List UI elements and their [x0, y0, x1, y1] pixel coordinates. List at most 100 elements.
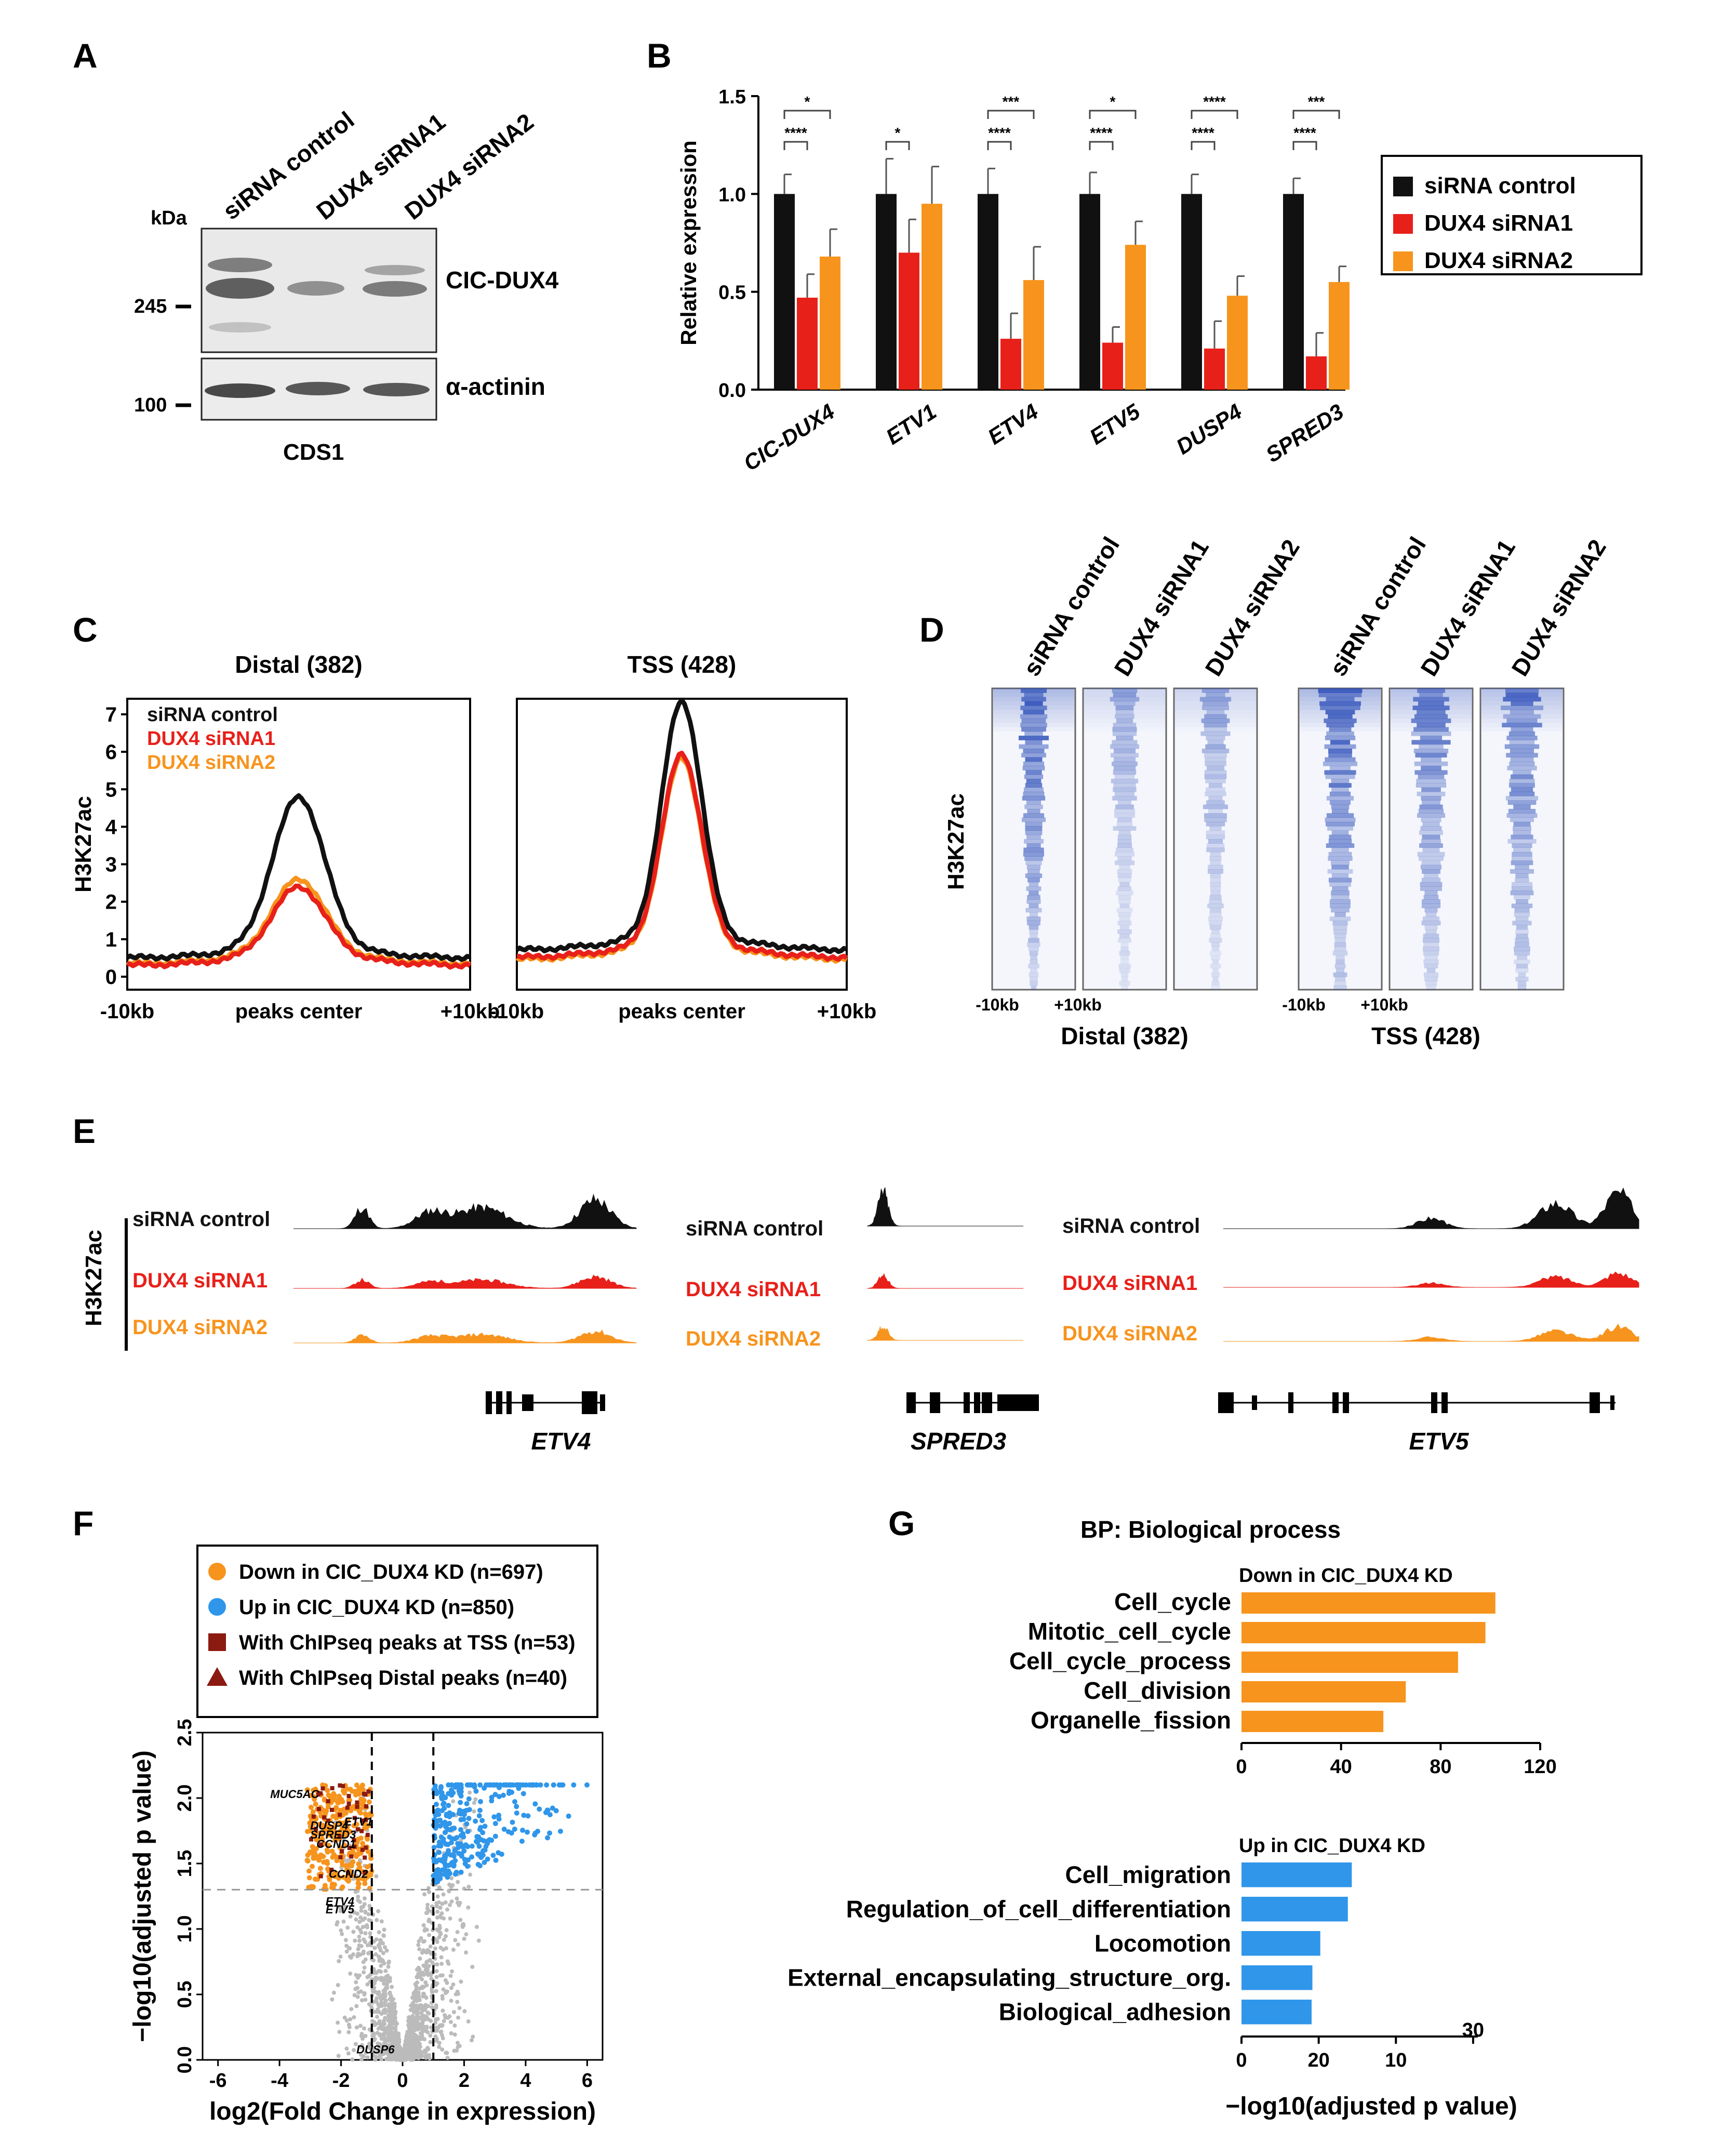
d-heatmap-row	[1121, 985, 1128, 990]
d-heatmap-row	[1510, 710, 1534, 715]
f-point-up	[450, 1852, 456, 1858]
d-heatmap-row	[1505, 796, 1539, 801]
f-point-ns	[386, 1964, 391, 1969]
panel-a: A siRNA control DUX4 siRNA1 DUX4 siRNA2 …	[73, 36, 559, 465]
f-point-ns	[372, 1946, 377, 1950]
d-heatmap-row	[1412, 706, 1450, 710]
d-heatmap-top-row	[1300, 706, 1381, 710]
f-point-ns	[362, 1970, 366, 1975]
f-point-ns	[471, 2034, 475, 2039]
d-heatmap-row	[1419, 830, 1444, 835]
b-legend-box	[1381, 155, 1643, 275]
f-point-ns	[388, 1997, 392, 2002]
f-point-up	[458, 1800, 463, 1805]
f-point-ns	[344, 2018, 349, 2023]
f-point-ns	[410, 2006, 415, 2011]
f-point-ns	[346, 2030, 351, 2034]
d-heatmap-row	[1328, 753, 1352, 758]
d-heatmap-row	[1208, 783, 1223, 788]
e-gene-exon	[1288, 1392, 1293, 1413]
f-point-up	[485, 1856, 490, 1862]
f-point-ns	[417, 1947, 422, 1951]
g-bar	[1241, 1711, 1384, 1733]
f-point-down	[356, 1861, 362, 1867]
d-heatmap-row	[1209, 826, 1222, 831]
f-point-ns	[346, 2022, 351, 2027]
f-point-up	[547, 1812, 553, 1817]
g-bar	[1241, 1862, 1352, 1887]
e-gene-exon	[1252, 1395, 1257, 1410]
d-heatmap-row	[1420, 886, 1442, 891]
f-point-up	[516, 1786, 522, 1791]
d-heatmap-row	[1206, 710, 1225, 715]
f-point-up	[547, 1830, 552, 1836]
d-heatmap-row	[1423, 951, 1439, 956]
f-point-ns	[391, 1997, 396, 2002]
b-bar	[1023, 280, 1044, 390]
g-category-label: Cell_migration	[1065, 1861, 1231, 1888]
d-heatmap-row	[1210, 985, 1221, 990]
f-point-ns	[443, 1978, 448, 1982]
f-point-tss	[355, 1827, 360, 1832]
band-label-cic-dux4: CIC-DUX4	[446, 267, 559, 294]
d-heatmap-row	[1415, 753, 1447, 758]
g-category-label: Cell_cycle	[1114, 1588, 1231, 1615]
band-nonspecific	[209, 322, 271, 332]
f-point-up	[452, 1858, 458, 1864]
panel-c: C Distal (382) 0 1 2 3 4 5 6 7 H3K27ac -10kb peaks …	[71, 610, 876, 1023]
f-point-ns	[365, 2055, 370, 2060]
d-heatmap-row	[1425, 912, 1437, 917]
f-point-up	[551, 1782, 556, 1788]
f-point-up	[443, 1863, 448, 1869]
f-point-tss	[349, 1854, 354, 1859]
f-point-ns	[452, 2023, 457, 2028]
e-gene-exon	[522, 1394, 533, 1411]
f-point-ns	[359, 1905, 364, 1910]
d-heatmap-row	[1025, 821, 1043, 827]
d-heatmap-row	[1418, 856, 1444, 861]
f-point-down	[319, 1836, 325, 1842]
f-point-down	[356, 1851, 362, 1857]
d-heatmap-row	[1513, 847, 1531, 853]
f-point-down	[368, 1872, 373, 1878]
d-heatmap-row	[1501, 706, 1543, 710]
f-point-ns	[464, 1950, 469, 1955]
d-heatmap-top-row	[1481, 697, 1563, 701]
f-point-ns	[377, 1990, 381, 1994]
d-heatmap-top-row	[1391, 701, 1472, 706]
b-bar	[1181, 194, 1202, 390]
f-point-down	[328, 1829, 333, 1835]
f-point-ns	[383, 1998, 388, 2003]
d-heatmap-row	[1328, 749, 1353, 753]
b-bar	[1079, 194, 1100, 390]
d-heatmap-row	[1029, 912, 1038, 917]
f-point-tss	[337, 1834, 342, 1839]
d-heatmap-row	[1113, 826, 1137, 831]
f-point-ns	[380, 2036, 384, 2041]
c-plot-title: TSS (428)	[627, 651, 737, 678]
d-heatmap-row	[1421, 839, 1441, 844]
d-heatmap-row	[1026, 800, 1042, 805]
g-bar	[1241, 2000, 1312, 2025]
d-heatmap-row	[1329, 791, 1351, 796]
d-heatmap-row	[1319, 701, 1361, 706]
f-point-up	[458, 1827, 463, 1832]
f-point-tss	[345, 1805, 350, 1810]
d-heatmap-row	[1206, 800, 1225, 805]
d-heatmap-row	[1332, 921, 1348, 926]
d-heatmap-top-row	[1391, 710, 1472, 714]
d-heatmap-row	[1025, 740, 1043, 745]
f-point-up	[476, 1843, 482, 1849]
d-heatmap-top-row	[1084, 701, 1165, 706]
d-heatmap-row	[1332, 886, 1348, 891]
f-point-ns	[470, 1964, 475, 1969]
f-point-ns	[418, 2044, 422, 2049]
d-heatmap-row	[1329, 783, 1352, 788]
d-heatmap-row	[1510, 749, 1534, 753]
f-point-ns	[435, 1962, 439, 1967]
d-heatmap-row	[1418, 701, 1445, 706]
d-heatmap-row	[1113, 783, 1136, 788]
f-point-ns	[378, 2033, 382, 2038]
f-point-ns	[416, 1942, 421, 1947]
f-point-up	[473, 1788, 479, 1794]
